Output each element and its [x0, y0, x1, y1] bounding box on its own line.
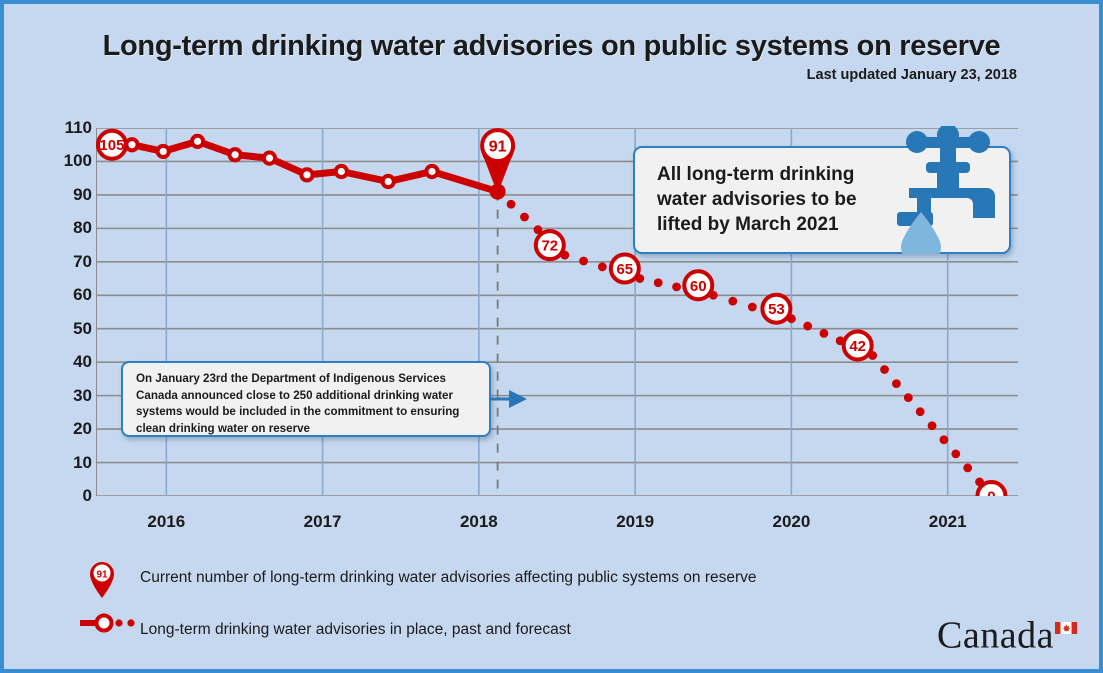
svg-text:42: 42: [849, 338, 866, 355]
y-tick-0: 0: [82, 486, 92, 505]
map-pin-marker-icon: 91: [80, 558, 140, 598]
y-tick-110: 110: [64, 118, 92, 137]
x-axis-tick-labels: 2016 2017 2018 2019 2020 2021: [96, 512, 1018, 542]
y-tick-50: 50: [73, 318, 92, 338]
y-tick-100: 100: [63, 151, 92, 171]
svg-text:105: 105: [99, 137, 124, 154]
chart-plot-area: 105 91 72 65 60 53 42 0: [95, 127, 1018, 512]
x-tick-2016: 2016: [147, 512, 186, 531]
x-tick-2020: 2020: [772, 512, 811, 531]
x-tick-2018: 2018: [459, 512, 498, 531]
forecast-callout-text: All long-term drinking water advisories …: [657, 164, 857, 236]
last-updated-text: Last updated January 23, 2018: [806, 67, 1017, 83]
legend-item-series: Long-term drinking water advisories in p…: [80, 610, 571, 650]
chart-legend: 91 Current number of long-term drinking …: [80, 556, 1030, 646]
svg-text:53: 53: [768, 301, 785, 318]
svg-text:60: 60: [690, 278, 707, 295]
faucet-water-drop-icon: [893, 124, 1003, 267]
x-tick-2019: 2019: [616, 512, 655, 531]
legend-label-current-number: Current number of long-term drinking wat…: [140, 569, 757, 586]
y-tick-20: 20: [73, 419, 92, 439]
y-tick-70: 70: [73, 251, 92, 271]
annotation-arrow-icon: [489, 387, 529, 411]
canada-wordmark: Canada: [937, 603, 1077, 655]
y-tick-40: 40: [73, 352, 92, 372]
svg-text:91: 91: [489, 139, 507, 156]
annotation-callout-text: On January 23rd the Department of Indige…: [136, 372, 460, 436]
svg-text:0: 0: [987, 489, 995, 497]
y-tick-90: 90: [73, 184, 92, 204]
y-tick-60: 60: [73, 285, 92, 305]
annotation-callout-box: On January 23rd the Department of Indige…: [121, 361, 491, 437]
infographic-canvas: Long-term drinking water advisories on p…: [4, 4, 1099, 669]
line-dotted-marker-icon: [80, 610, 140, 650]
x-tick-2021: 2021: [928, 512, 967, 531]
wordmark-text: Canada: [937, 615, 1054, 657]
svg-text:91: 91: [96, 570, 108, 581]
forecast-callout-box: All long-term drinking water advisories …: [633, 124, 1011, 267]
canada-flag-icon: [1055, 603, 1077, 641]
y-tick-80: 80: [73, 218, 92, 238]
legend-item-current-number: 91 Current number of long-term drinking …: [80, 558, 757, 598]
y-tick-10: 10: [73, 452, 92, 472]
page-title: Long-term drinking water advisories on p…: [102, 30, 1001, 62]
svg-text:65: 65: [616, 261, 633, 278]
y-tick-30: 30: [73, 385, 92, 405]
legend-label-series: Long-term drinking water advisories in p…: [140, 621, 571, 638]
x-tick-2017: 2017: [303, 512, 342, 531]
y-axis-tick-labels: 110 100 90 80 70 60 50 40 30 20 10 0: [44, 116, 92, 508]
svg-text:72: 72: [541, 238, 558, 255]
